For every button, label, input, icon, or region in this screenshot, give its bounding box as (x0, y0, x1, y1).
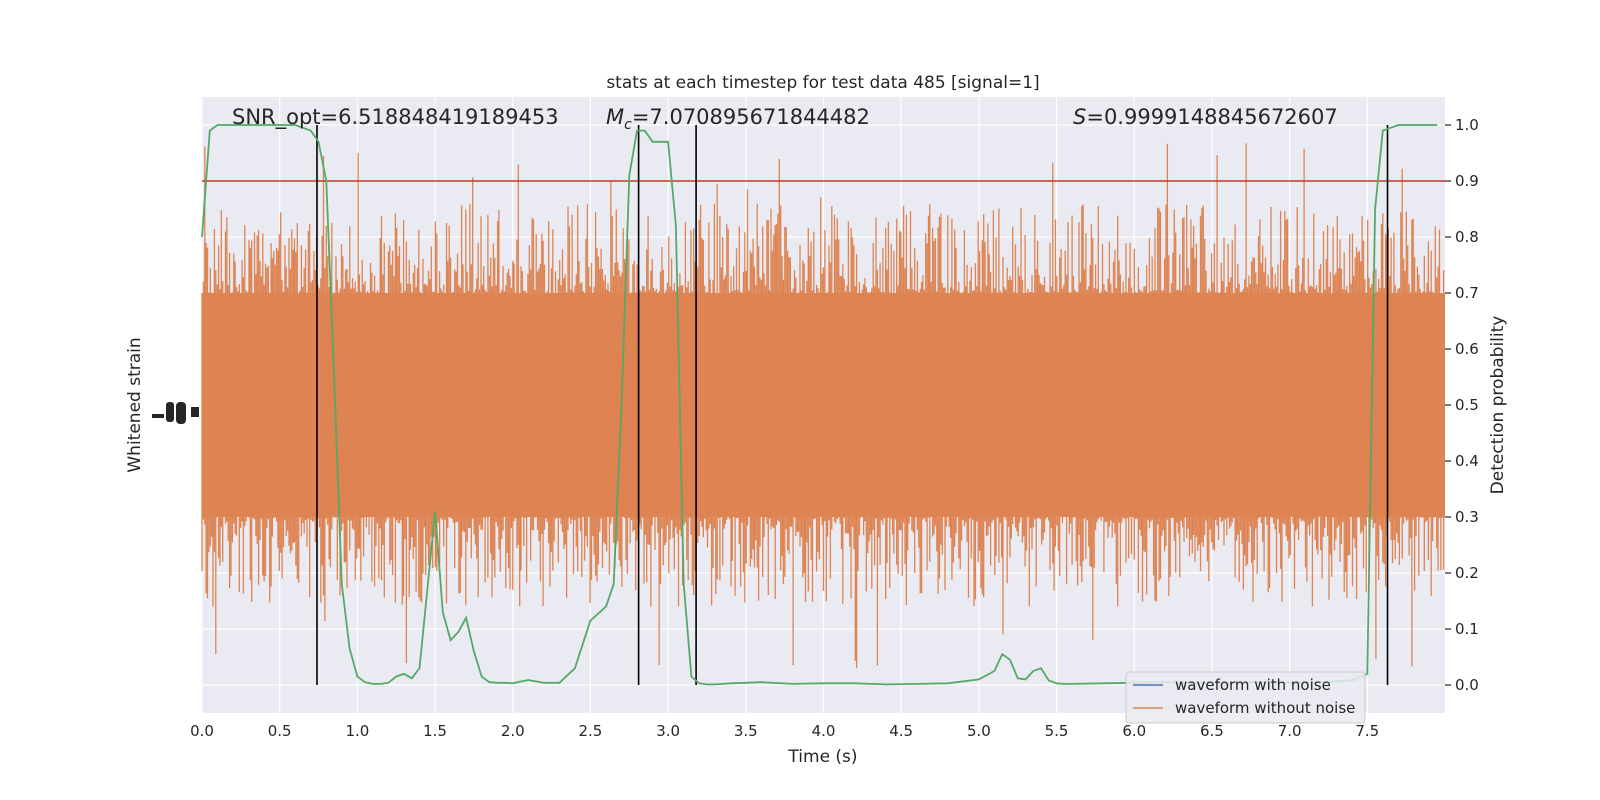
left-y-axis-label: Whitened strain (125, 337, 145, 472)
annotation-snr: SNR_opt=6.518848419189453 (232, 105, 559, 130)
legend-box (1125, 671, 1366, 724)
x-tick-label: 5.5 (1045, 722, 1069, 740)
annotation-score-symbol: S (1073, 105, 1086, 129)
x-tick-label: 4.0 (812, 722, 836, 740)
x-tick-label: 1.5 (423, 722, 447, 740)
x-tick-label: 2.5 (579, 722, 603, 740)
x-tick-label: 2.0 (501, 722, 525, 740)
chart-title: stats at each timestep for test data 485… (606, 73, 1039, 93)
x-tick-label: 3.0 (656, 722, 680, 740)
legend-label-with-noise: waveform with noise (1175, 676, 1331, 694)
x-tick-label: 0.5 (268, 722, 292, 740)
x-tick-label: 3.5 (734, 722, 758, 740)
x-tick-label: 0.0 (190, 722, 214, 740)
y-tick-label: 0.2 (1455, 564, 1479, 582)
legend-label-without-noise: waveform without noise (1175, 699, 1355, 717)
x-tick-label: 5.0 (967, 722, 991, 740)
right-y-axis-label: Detection probability (1488, 316, 1508, 495)
noise-spikes (201, 143, 1445, 669)
annotation-chirp-mass: Mc=7.070895671844482 (606, 105, 870, 133)
x-tick-label: 6.0 (1122, 722, 1146, 740)
annotation-chirp-mass-symbol: M (606, 105, 624, 129)
y-tick-label: 0.8 (1455, 228, 1479, 246)
legend: waveform with noise waveform without noi… (1125, 671, 1366, 724)
y-tick-label: 0.9 (1455, 172, 1479, 190)
annotation-chirp-mass-subscript: c (624, 117, 632, 133)
y-tick-label: 0.4 (1455, 452, 1479, 470)
y-tick-label: 0.1 (1455, 620, 1479, 638)
y-tick-label: 0.5 (1455, 396, 1479, 414)
x-tick-label: 1.0 (345, 722, 369, 740)
x-tick-label: 7.5 (1355, 722, 1379, 740)
y-tick-label: 0.7 (1455, 284, 1479, 302)
x-tick-label: 6.5 (1200, 722, 1224, 740)
x-axis-ticks: 0.0 0.5 1.0 1.5 2.0 2.5 3.0 3.5 4.0 4.5 5.0 5.5 6.0 6… (190, 722, 1379, 740)
y-tick-label: 0.6 (1455, 340, 1479, 358)
y-tick-label: 0.3 (1455, 508, 1479, 526)
y-tick-label: 1.0 (1455, 116, 1479, 134)
left-axis-offset-glyph (152, 402, 199, 424)
x-axis-label: Time (s) (787, 747, 857, 767)
right-y-axis-ticks: 0.0 0.1 0.2 0.3 0.4 0.5 0.6 0.7 0.8 0.9 1.0 (1445, 116, 1479, 694)
waveform-without-noise-series (201, 143, 1445, 669)
annotation-chirp-mass-value: =7.070895671844482 (632, 105, 870, 129)
x-tick-label: 7.0 (1278, 722, 1302, 740)
annotation-score: S=0.9999148845672607 (1073, 105, 1338, 129)
annotation-score-value: =0.9999148845672607 (1086, 105, 1337, 129)
x-tick-label: 4.5 (889, 722, 913, 740)
vertical-markers (316, 125, 1389, 685)
y-tick-label: 0.0 (1455, 676, 1479, 694)
